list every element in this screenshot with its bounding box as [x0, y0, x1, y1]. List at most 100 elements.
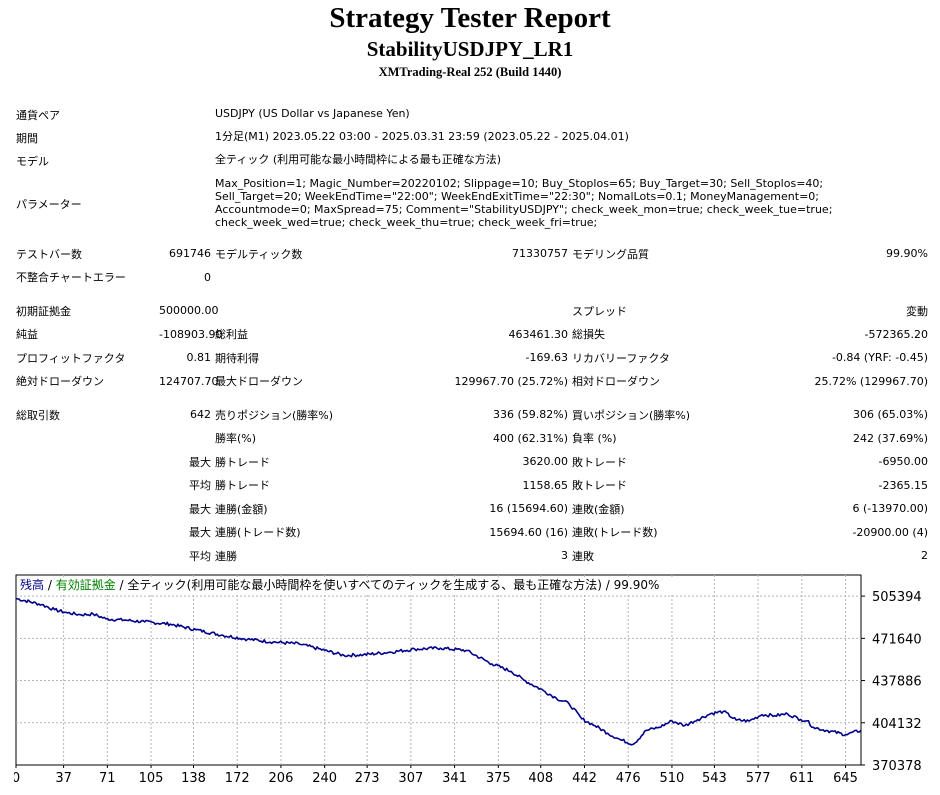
mismatch-label: 不整合チャートエラー: [16, 271, 126, 285]
modeling-quality-label: モデリング品質: [572, 247, 649, 261]
x-tick-label: 105: [139, 771, 164, 786]
rel-drawdown-label: 相対ドローダウン: [572, 375, 660, 389]
stats-row: 勝率(%) 400 (62.31%) 負率 (%) 242 (37.69%): [14, 427, 930, 451]
net-profit-label: 純益: [16, 328, 38, 342]
chart-grid: [16, 575, 861, 765]
long-positions-label: 買いポジション(勝率%): [572, 408, 691, 422]
x-tick-label: 71: [99, 771, 116, 786]
x-tick-label: 476: [616, 771, 641, 786]
build-info: XMTrading-Real 252 (Build 1440): [378, 65, 562, 79]
loss-trade-label: 敗トレード: [572, 455, 627, 469]
abs-drawdown-label: 絶対ドローダウン: [16, 375, 104, 389]
period-label: 期間: [16, 132, 38, 145]
model-label: モデル: [16, 155, 49, 168]
stats-row: 純益 -108903.90 総利益 463461.30 総損失 -572365.…: [14, 323, 930, 347]
consec-losses-amount-label: 連敗(金額): [572, 502, 625, 516]
svg-text:残高 / 有効証拠金 / 全ティック(利用可能な最小時間枠を: 残高 / 有効証拠金 / 全ティック(利用可能な最小時間枠を使いすべてのティック…: [20, 577, 659, 592]
model-value: 全ティック (利用可能な最小時間枠による最も正確な方法): [215, 153, 502, 166]
largest-label: 最大: [189, 502, 211, 516]
legend-balance: 残高: [20, 577, 44, 592]
average-label: 平均: [189, 479, 211, 493]
chart-series: [15, 597, 862, 746]
gross-profit-value: 463461.30: [508, 327, 569, 341]
modeling-quality-value: 99.90%: [886, 247, 928, 261]
report-title: Strategy Tester Report: [329, 2, 611, 34]
stats-row: 平均 連勝 3 連敗 2: [14, 544, 930, 568]
chart-plot-area: [15, 574, 862, 766]
x-tick-label: 206: [269, 771, 294, 786]
stats-row: 最大 連勝(トレード数) 15694.60 (16) 連敗(トレード数) -20…: [14, 521, 930, 545]
consec-wins-amount-label: 連勝(金額): [215, 502, 268, 516]
largest-label: 最大: [189, 455, 211, 469]
chart-y-axis: 505394 471640 437886 404132 370378: [861, 590, 922, 774]
legend-description: 全ティック(利用可能な最小時間枠を使いすべてのティックを生成する、最も正確な方法…: [127, 577, 659, 592]
stats-row: 不整合チャートエラー 0: [14, 266, 930, 290]
mismatch-value: 0: [204, 270, 211, 284]
loss-rate-value: 242 (37.69%): [852, 431, 928, 445]
y-tick-label: 437886: [872, 675, 922, 690]
x-tick-label: 37: [55, 771, 72, 786]
x-tick-label: 172: [225, 771, 250, 786]
win-rate-value: 400 (62.31%): [492, 431, 568, 445]
loss-rate-label: 負率 (%): [572, 432, 617, 446]
gross-loss-label: 総損失: [572, 328, 605, 342]
symbol-label: 通貨ペア: [16, 109, 60, 122]
total-trades-value: 642: [190, 408, 211, 422]
expected-payoff-value: -169.63: [525, 351, 568, 365]
stats-row: テストバー数 691746 モデルティック数 71330757 モデリング品質 …: [14, 242, 930, 266]
largest-label: 最大: [189, 526, 211, 540]
consec-wins-amount-value: 16 (15694.60): [489, 502, 568, 516]
avg-loss-value: -2365.15: [878, 478, 928, 492]
y-tick-label: 370378: [872, 759, 922, 774]
symbol-value: USDJPY (US Dollar vs Japanese Yen): [215, 107, 410, 120]
x-tick-label: 307: [398, 771, 423, 786]
expected-payoff-label: 期待利得: [215, 351, 259, 365]
parameters-value: Max_Position=1; Magic_Number=20220102; S…: [215, 177, 833, 229]
avg-win-value: 1158.65: [522, 478, 569, 492]
initial-deposit-label: 初期証拠金: [16, 304, 71, 318]
stats-row: プロフィットファクタ 0.81 期待利得 -169.63 リカバリーファクタ -…: [14, 346, 930, 370]
rel-drawdown-value: 25.72% (129967.70): [814, 374, 928, 388]
initial-deposit-value: 500000.00: [159, 304, 219, 318]
recovery-factor-label: リカバリーファクタ: [572, 351, 670, 365]
consec-losses-amount-value: 6 (-13970.00): [852, 502, 928, 516]
consec-loss-label: 連敗(トレード数): [572, 526, 658, 540]
x-tick-label: 0: [14, 771, 20, 786]
spread-label: スプレッド: [572, 304, 627, 318]
x-tick-label: 138: [181, 771, 206, 786]
short-positions-label: 売りポジション(勝率%): [215, 408, 334, 422]
net-profit-value: -108903.90: [159, 327, 223, 341]
average-label: 平均: [189, 549, 211, 563]
long-positions-value: 306 (65.03%): [852, 408, 928, 422]
largest-win-value: 3620.00: [522, 455, 569, 469]
y-tick-label: 471640: [872, 632, 922, 647]
profit-factor-label: プロフィットファクタ: [16, 351, 126, 365]
win-trade-label: 勝トレード: [215, 455, 270, 469]
legend-separator: /: [44, 578, 56, 592]
x-tick-label: 442: [572, 771, 597, 786]
parameters-label: パラメーター: [16, 198, 82, 211]
largest-loss-value: -6950.00: [878, 455, 928, 469]
loss-trade-label: 敗トレード: [572, 479, 627, 493]
max-drawdown-label: 最大ドローダウン: [215, 375, 303, 389]
x-tick-label: 341: [442, 771, 467, 786]
total-trades-label: 総取引数: [16, 408, 60, 422]
model-ticks-value: 71330757: [512, 247, 568, 261]
profit-factor-value: 0.81: [186, 351, 212, 365]
stats-table: テストバー数 691746 モデルティック数 71330757 モデリング品質 …: [14, 242, 930, 568]
avg-consec-wins-value: 3: [561, 549, 568, 563]
stats-row: 最大 勝トレード 3620.00 敗トレード -6950.00: [14, 450, 930, 474]
chart-x-axis: 0 37 71 105 138 172 206 240 273 307 341 375 408 442 47…: [14, 765, 858, 786]
avg-consec-losses-value: 2: [921, 549, 928, 563]
avg-consec-wins-label: 連勝: [215, 549, 237, 563]
period-value: 1分足(M1) 2023.05.22 03:00 - 2025.03.31 23…: [215, 130, 629, 143]
avg-consec-losses-label: 連敗: [572, 549, 594, 563]
win-rate-label: 勝率(%): [215, 432, 257, 446]
x-tick-label: 543: [702, 771, 727, 786]
x-tick-label: 273: [355, 771, 380, 786]
stats-row: 平均 勝トレード 1158.65 敗トレード -2365.15: [14, 474, 930, 498]
x-tick-label: 408: [528, 771, 553, 786]
max-drawdown-value: 129967.70 (25.72%): [454, 374, 568, 388]
balance-line: [15, 597, 862, 746]
win-trade-label: 勝トレード: [215, 479, 270, 493]
